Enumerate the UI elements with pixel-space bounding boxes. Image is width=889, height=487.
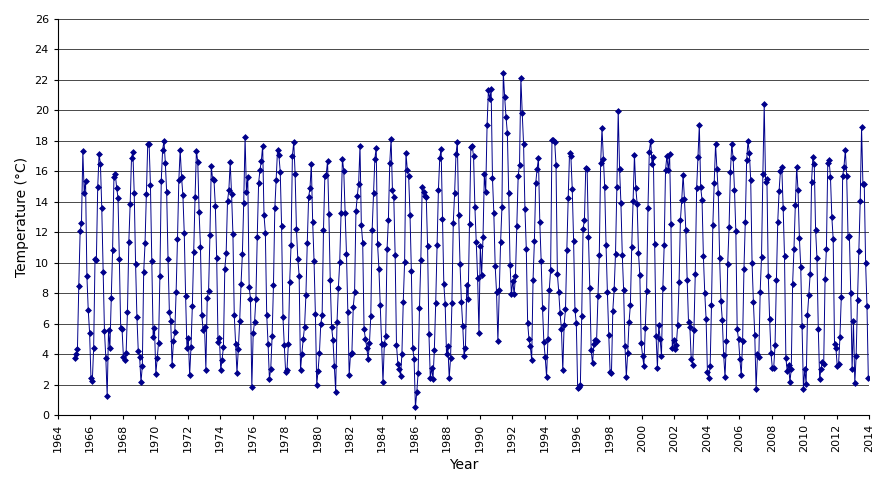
X-axis label: Year: Year xyxy=(449,458,478,472)
Y-axis label: Temperature (°C): Temperature (°C) xyxy=(15,157,29,277)
